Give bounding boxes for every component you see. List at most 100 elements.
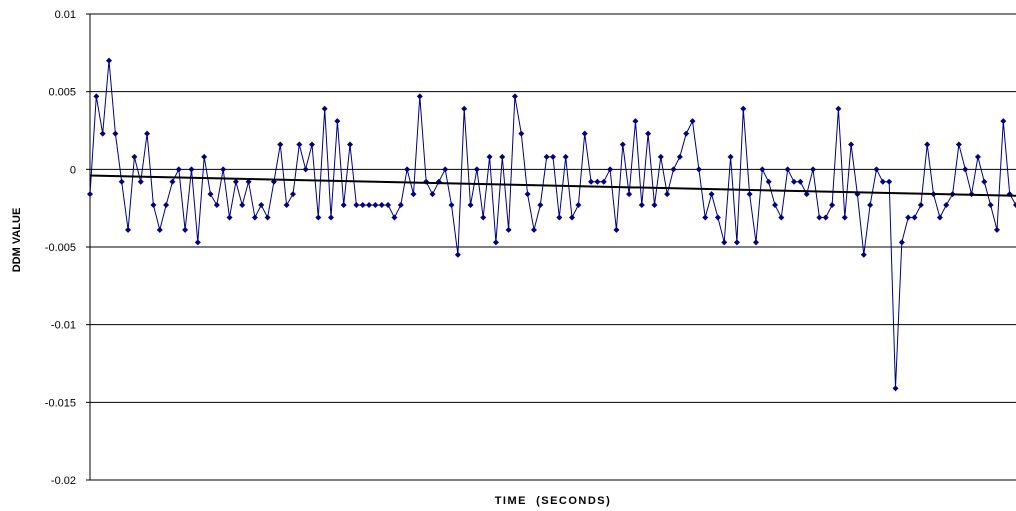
- data-point: [626, 191, 633, 198]
- data-point: [106, 57, 113, 64]
- data-point: [841, 214, 848, 221]
- data-point: [917, 202, 924, 209]
- data-point: [822, 214, 829, 221]
- y-tick-label: -0.015: [45, 397, 76, 409]
- data-point: [632, 118, 639, 125]
- data-point: [581, 130, 588, 137]
- data-point: [695, 166, 702, 173]
- data-point: [277, 141, 284, 148]
- trendline-group: [89, 174, 1016, 197]
- data-point: [721, 239, 728, 246]
- data-point: [416, 93, 423, 100]
- data-point: [410, 191, 417, 198]
- series-line: [89, 60, 1016, 389]
- data-point: [556, 214, 563, 221]
- data-point: [645, 130, 652, 137]
- data-point: [607, 166, 614, 173]
- data-point: [308, 141, 315, 148]
- data-point: [397, 202, 404, 209]
- data-point: [765, 178, 772, 185]
- data-point: [359, 202, 366, 209]
- data-point: [213, 202, 220, 209]
- data-point: [87, 191, 93, 198]
- data-point: [372, 202, 379, 209]
- data-point: [651, 202, 658, 209]
- data-point: [454, 251, 461, 258]
- data-point: [156, 226, 163, 233]
- data-point: [740, 105, 747, 112]
- data-point: [575, 202, 582, 209]
- data-point: [537, 202, 544, 209]
- data-point: [473, 166, 480, 173]
- y-tick-label: 0: [70, 164, 76, 176]
- data-point: [391, 214, 398, 221]
- data-point: [848, 141, 855, 148]
- data-point: [714, 214, 721, 221]
- data-point: [175, 166, 182, 173]
- data-point: [112, 130, 119, 137]
- data-point: [905, 214, 912, 221]
- data-point: [366, 202, 373, 209]
- data-point: [670, 166, 677, 173]
- data-point: [220, 166, 227, 173]
- data-point: [702, 214, 709, 221]
- data-point: [759, 166, 766, 173]
- data-point: [315, 214, 322, 221]
- data-point: [429, 191, 436, 198]
- data-point: [987, 202, 994, 209]
- trendline: [89, 174, 1016, 197]
- data-point: [499, 153, 506, 160]
- data-point: [251, 214, 258, 221]
- data-point: [163, 202, 170, 209]
- data-point: [283, 202, 290, 209]
- data-point: [543, 153, 550, 160]
- data-point: [727, 153, 734, 160]
- data-point: [239, 202, 246, 209]
- data-point: [879, 178, 886, 185]
- data-point: [245, 178, 252, 185]
- data-point: [194, 239, 201, 246]
- gridlines: [86, 13, 1016, 481]
- data-point: [518, 130, 525, 137]
- data-point: [784, 166, 791, 173]
- data-point: [936, 214, 943, 221]
- data-point: [898, 239, 905, 246]
- data-point: [778, 214, 785, 221]
- data-point: [911, 214, 918, 221]
- data-point: [791, 178, 798, 185]
- data-point: [943, 202, 950, 209]
- data-point: [638, 202, 645, 209]
- data-point: [188, 166, 195, 173]
- data-point: [302, 166, 309, 173]
- data-point: [505, 226, 512, 233]
- data-point: [340, 202, 347, 209]
- data-point: [733, 239, 740, 246]
- data-point: [442, 166, 449, 173]
- data-point: [169, 178, 176, 185]
- data-point: [569, 214, 576, 221]
- data-point: [93, 93, 100, 100]
- data-point: [892, 385, 899, 392]
- data-point: [955, 141, 962, 148]
- data-point: [201, 153, 208, 160]
- data-point: [752, 239, 759, 246]
- data-point: [232, 178, 239, 185]
- data-point: [886, 178, 893, 185]
- data-point: [150, 202, 157, 209]
- data-point: [461, 105, 468, 112]
- data-point: [962, 166, 969, 173]
- data-point: [860, 251, 867, 258]
- data-point: [873, 166, 880, 173]
- data-point: [664, 191, 671, 198]
- data-point: [353, 202, 360, 209]
- data-point: [258, 202, 265, 209]
- y-axis-tick-labels: 0.01 0.005 0 -0.005 -0.01 -0.015 -0.02: [45, 9, 76, 487]
- data-point: [99, 130, 106, 137]
- data-point: [137, 178, 144, 185]
- data-point: [492, 239, 499, 246]
- data-point: [657, 153, 664, 160]
- data-point: [810, 166, 817, 173]
- data-point: [924, 141, 931, 148]
- data-point: [594, 178, 601, 185]
